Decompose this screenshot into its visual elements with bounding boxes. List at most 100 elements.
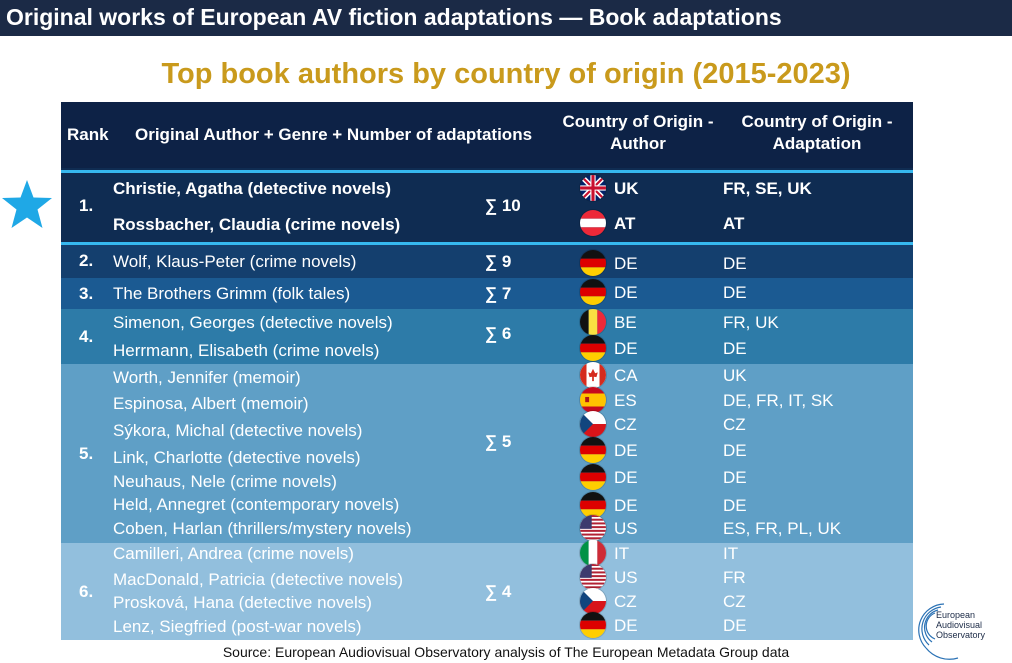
author-country: BE — [614, 313, 637, 332]
author-country: DE — [614, 339, 638, 358]
author-country: CA — [614, 366, 638, 385]
group-separator — [61, 242, 913, 245]
adaptation-countries: FR — [723, 568, 746, 587]
us-flag-icon — [580, 564, 606, 590]
rank-label: 2. — [79, 251, 94, 270]
author-entry: Camilleri, Andrea (crime novels) — [113, 544, 354, 563]
author-country: DE — [614, 254, 638, 273]
author-entry: Held, Annegret (contemporary novels) — [113, 495, 400, 514]
adaptation-countries: AT — [723, 214, 745, 233]
rank-group-4 — [61, 309, 913, 364]
author-entry: Herrmann, Elisabeth (crime novels) — [113, 341, 380, 360]
rank-group-6 — [61, 543, 913, 640]
author-entry: Simenon, Georges (detective novels) — [113, 313, 393, 332]
adaptation-count: ∑ 9 — [485, 252, 512, 271]
adaptation-count: ∑ 4 — [485, 582, 512, 601]
de-flag-icon — [580, 612, 606, 638]
adaptation-countries: DE, FR, IT, SK — [723, 391, 834, 410]
adaptation-countries: DE — [723, 254, 747, 273]
rank-label: 6. — [79, 581, 94, 601]
rank-label: 4. — [79, 326, 94, 346]
cz-flag-icon — [580, 588, 606, 614]
banner-title: Original works of European AV fiction ad… — [0, 0, 1012, 36]
author-entry: Christie, Agatha (detective novels) — [113, 179, 392, 198]
rank-group-2 — [61, 244, 913, 278]
author-country: CZ — [614, 592, 637, 611]
author-country: US — [614, 519, 638, 538]
author-entry: Wolf, Klaus-Peter (crime novels) — [113, 252, 357, 271]
source-note: Source: European Audiovisual Observatory… — [222, 644, 790, 660]
author-country: DE — [614, 468, 638, 487]
header-origin-adaptation: Country of Origin - Adaptation — [741, 112, 893, 153]
gb-flag-icon — [580, 175, 606, 201]
author-entry: Link, Charlotte (detective novels) — [113, 448, 361, 467]
adaptation-countries: CZ — [723, 592, 746, 611]
rank-label: 1. — [79, 196, 94, 215]
de-flag-icon — [580, 250, 606, 276]
star-icon — [2, 180, 52, 228]
de-flag-icon — [580, 464, 606, 490]
adaptation-countries: FR, UK — [723, 313, 779, 332]
at-flag-icon — [580, 210, 606, 236]
de-flag-icon — [580, 492, 606, 518]
adaptation-countries: IT — [723, 544, 739, 563]
adaptation-countries: CZ — [723, 415, 746, 434]
adaptation-countries: ES, FR, PL, UK — [723, 519, 842, 538]
header-author: Original Author + Genre + Number of adap… — [135, 125, 533, 144]
adaptation-countries: DE — [723, 468, 747, 487]
author-entry: Prosková, Hana (detective novels) — [113, 593, 372, 612]
rank-group-1 — [61, 168, 913, 244]
rankings-table: Rank Original Author + Genre + Number of… — [61, 102, 913, 640]
author-entry: Worth, Jennifer (memoir) — [113, 368, 301, 387]
author-country: CZ — [614, 415, 637, 434]
author-country: US — [614, 568, 638, 587]
author-country: DE — [614, 441, 638, 460]
author-country: DE — [614, 616, 638, 635]
adaptation-countries: DE — [723, 496, 747, 515]
us-flag-icon — [580, 515, 606, 541]
author-country: DE — [614, 496, 638, 515]
observatory-logo-text: European Audiovisual Observatory — [936, 610, 986, 640]
adaptation-count: ∑ 6 — [485, 324, 512, 343]
author-entry: Sýkora, Michal (detective novels) — [113, 421, 363, 440]
author-entry: Espinosa, Albert (memoir) — [113, 394, 309, 413]
author-entry: Neuhaus, Nele (crime novels) — [113, 472, 337, 491]
adaptation-count: ∑ 10 — [485, 196, 521, 215]
adaptation-count: ∑ 7 — [485, 284, 512, 303]
adaptation-count: ∑ 5 — [485, 432, 512, 451]
header-origin-author: Country of Origin - Author — [562, 112, 714, 153]
group-separator — [61, 170, 913, 173]
author-entry: The Brothers Grimm (folk tales) — [113, 284, 351, 303]
author-entry: Coben, Harlan (thrillers/mystery novels) — [113, 519, 412, 538]
author-entry: Lenz, Siegfried (post-war novels) — [113, 617, 362, 636]
author-country: IT — [614, 544, 630, 563]
author-country: AT — [614, 214, 636, 233]
de-flag-icon — [580, 437, 606, 463]
de-flag-icon — [580, 335, 606, 361]
adaptation-countries: DE — [723, 339, 747, 358]
adaptation-countries: DE — [723, 616, 747, 635]
rank-group-5 — [61, 364, 913, 543]
adaptation-countries: DE — [723, 283, 747, 302]
author-country: DE — [614, 283, 638, 302]
de-flag-icon — [580, 279, 606, 305]
adaptation-countries: FR, SE, UK — [723, 179, 812, 198]
author-country: ES — [614, 391, 637, 410]
rank-label: 3. — [79, 283, 94, 303]
observatory-logo-icon — [918, 603, 959, 660]
es-flag-icon — [580, 387, 606, 413]
rank-label: 5. — [79, 443, 94, 463]
header-rank: Rank — [67, 125, 109, 144]
adaptation-countries: DE — [723, 441, 747, 460]
page-subtitle: Top book authors by country of origin (2… — [161, 58, 851, 90]
author-entry: MacDonald, Patricia (detective novels) — [113, 570, 404, 589]
author-country: UK — [614, 179, 639, 198]
rank-group-3 — [61, 278, 913, 309]
adaptation-countries: UK — [723, 366, 747, 385]
ca-flag-icon — [580, 362, 606, 388]
table-header — [61, 102, 913, 168]
be-flag-icon — [580, 309, 606, 335]
it-flag-icon — [580, 540, 606, 566]
cz-flag-icon — [580, 411, 606, 437]
author-entry: Rossbacher, Claudia (crime novels) — [113, 215, 401, 234]
